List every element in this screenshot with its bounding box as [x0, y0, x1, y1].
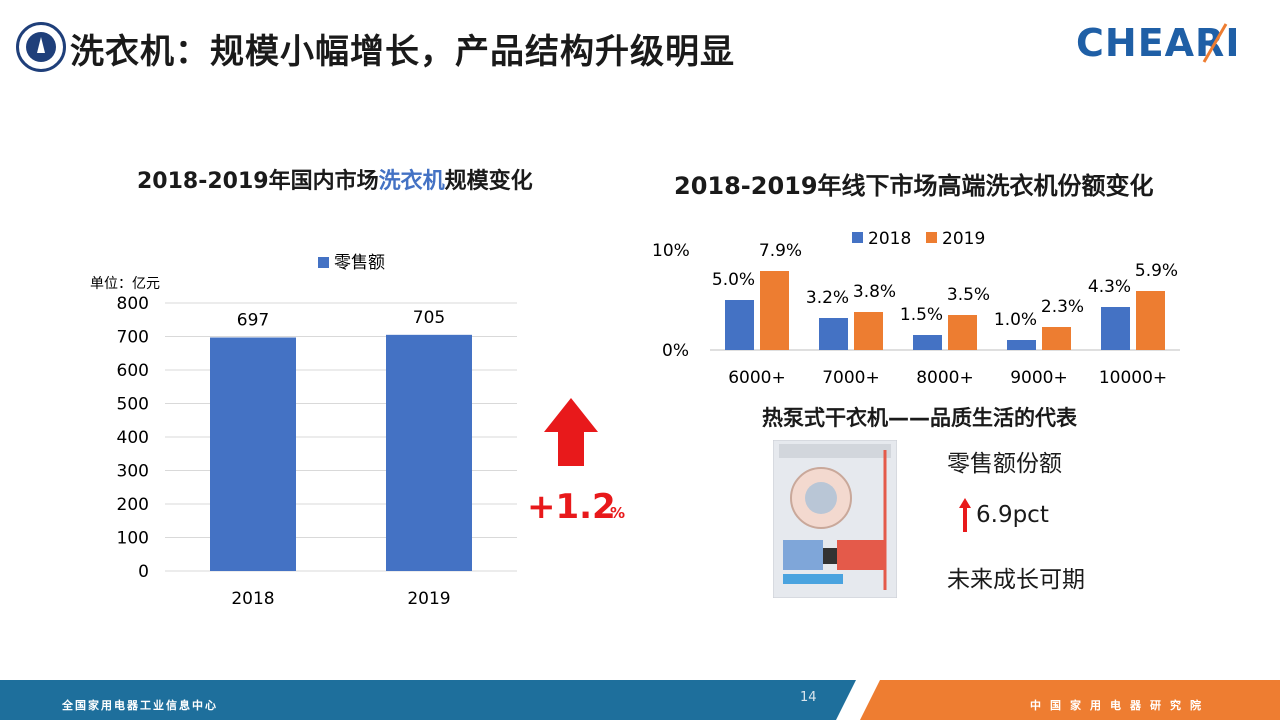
- left-y-tick-label: 0: [138, 562, 149, 582]
- heat-pump-title: 热泵式干衣机——品质生活的代表: [762, 406, 1077, 430]
- right-data-label-2019-6000+: 7.9%: [759, 241, 802, 261]
- left-data-label-2019: 705: [413, 308, 445, 328]
- left-legend-label: 零售额: [334, 253, 385, 273]
- left-x-tick-2019: 2019: [407, 589, 450, 609]
- right-data-label-2018-6000+: 5.0%: [712, 270, 755, 290]
- brand-text: CHEARI: [1076, 21, 1240, 65]
- right-legend-swatch-2019: [926, 232, 937, 243]
- left-y-tick-label: 300: [117, 462, 149, 482]
- left-chart-y-ticks: 0 100 200 300 400 500 600 700 800: [117, 294, 149, 582]
- right-data-label-2019-10000+: 5.9%: [1135, 261, 1178, 281]
- footer-band: [0, 680, 1280, 720]
- right-data-label-2018-8000+: 1.5%: [900, 305, 943, 325]
- right-legend-2019: 2019: [942, 229, 985, 249]
- left-chart-title-suffix: 规模变化: [444, 169, 533, 194]
- right-bar-2018-7000+: [819, 318, 848, 350]
- footer-left-text: 全国家用电器工业信息中心: [62, 699, 218, 712]
- right-data-label-2018-7000+: 3.2%: [806, 288, 849, 308]
- right-x-tick-10000+: 10000+: [1099, 368, 1167, 388]
- right-bar-2018-9000+: [1007, 340, 1036, 350]
- left-y-tick-label: 700: [117, 328, 149, 348]
- right-bar-chart: 10% 0% 2018 2019 5.0%7.9% 3.2% 3.8%1.5%3.5…: [652, 229, 1180, 388]
- left-chart-bars: [210, 334, 472, 571]
- right-x-tick-8000+: 8000+: [916, 368, 974, 388]
- growth-up-arrow-icon: [544, 398, 598, 466]
- right-x-tick-6000+: 6000+: [728, 368, 786, 388]
- right-data-label-2019-8000+: 3.5%: [947, 285, 990, 305]
- right-x-tick-9000+: 9000+: [1010, 368, 1068, 388]
- left-y-tick-label: 200: [117, 495, 149, 515]
- left-y-tick-label: 600: [117, 361, 149, 381]
- right-chart-x-ticks: 6000+ 7000+ 8000+ 9000+ 10000+: [728, 368, 1167, 388]
- right-bar-2018-8000+: [913, 335, 942, 350]
- right-data-label-2018-9000+: 1.0%: [994, 310, 1037, 330]
- right-data-label-2018-10000+: 4.3%: [1088, 277, 1131, 297]
- page-title: 洗衣机：规模小幅增长，产品结构升级明显: [70, 32, 735, 72]
- small-up-arrow-icon: [959, 498, 971, 532]
- left-y-tick-label: 500: [117, 395, 149, 415]
- left-y-tick-label: 400: [117, 428, 149, 448]
- page-number: 14: [800, 690, 817, 705]
- cheari-logo: CHEARI: [1076, 21, 1240, 65]
- left-bar-2019: [386, 334, 472, 571]
- right-bar-2019-8000+: [948, 315, 977, 350]
- left-bar-2018: [210, 337, 296, 571]
- left-chart-unit-label: 单位：亿元: [90, 276, 160, 292]
- right-legend-2018: 2018: [868, 229, 911, 249]
- right-data-label-2019-7000+: 3.8%: [853, 282, 896, 302]
- left-y-tick-label: 800: [117, 294, 149, 314]
- heat-pump-line-future: 未来成长可期: [947, 567, 1085, 593]
- right-legend-swatch-2018: [852, 232, 863, 243]
- heat-pump-dryer-illustration: [773, 440, 897, 598]
- left-chart-title-prefix: 2018-2019年国内市场: [137, 169, 379, 194]
- left-chart-title-highlight: 洗衣机: [378, 169, 445, 194]
- heat-pump-line-share: 零售额份额: [947, 451, 1062, 477]
- footer-right-text: 中国家用电器研究院: [1030, 699, 1210, 712]
- growth-value: +1.2: [527, 487, 616, 527]
- growth-unit: %: [610, 504, 625, 522]
- right-x-tick-7000+: 7000+: [822, 368, 880, 388]
- right-bar-2019-9000+: [1042, 327, 1071, 350]
- right-chart-title: 2018-2019年线下市场高端洗衣机份额变化: [674, 172, 1154, 200]
- right-bar-2019-10000+: [1136, 291, 1165, 350]
- right-y-tick-10: 10%: [652, 241, 690, 261]
- left-x-tick-2018: 2018: [231, 589, 274, 609]
- left-chart-title: 2018-2019年国内市场洗衣机规模变化: [137, 163, 533, 195]
- left-legend-swatch: [318, 257, 329, 268]
- right-bar-2018-6000+: [725, 300, 754, 350]
- heat-pump-line-pct: 6.9pct: [976, 502, 1049, 528]
- right-bar-2019-7000+: [854, 312, 883, 350]
- left-y-tick-label: 100: [117, 529, 149, 549]
- left-chart-data-labels: 697 705: [237, 308, 445, 331]
- institute-logo: [16, 22, 66, 72]
- left-chart-x-ticks: 2018 2019: [231, 589, 450, 609]
- left-data-label-2018: 697: [237, 311, 269, 331]
- right-y-tick-0: 0%: [662, 341, 689, 361]
- right-bar-2018-10000+: [1101, 307, 1130, 350]
- right-chart-bars: [725, 271, 1165, 350]
- right-data-label-2019-9000+: 2.3%: [1041, 297, 1084, 317]
- right-chart-data-labels: 5.0%7.9% 3.2% 3.8%1.5%3.5%1.0%2.3%4.3%5.9%: [712, 241, 1178, 330]
- right-bar-2019-6000+: [760, 271, 789, 350]
